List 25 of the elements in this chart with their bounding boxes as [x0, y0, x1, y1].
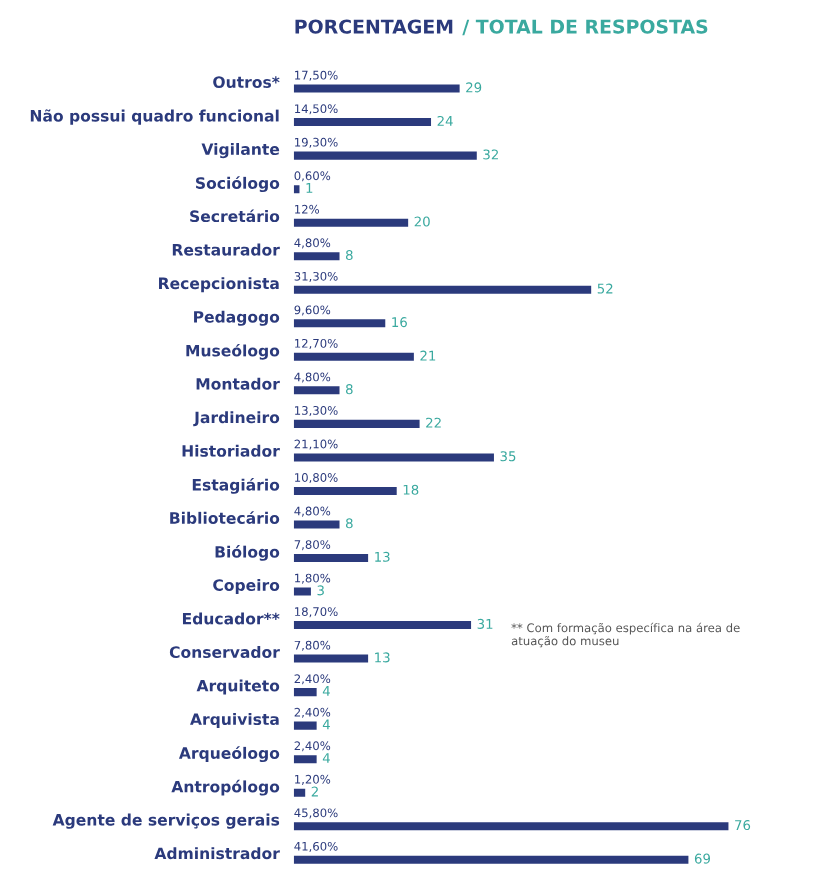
bar	[293, 285, 592, 294]
bar	[293, 855, 689, 864]
bar	[293, 721, 317, 730]
bar	[293, 621, 472, 630]
bar	[293, 84, 460, 93]
bar	[293, 486, 397, 495]
bar	[293, 352, 414, 361]
bar	[293, 453, 494, 462]
bar	[293, 151, 477, 160]
bar	[293, 118, 432, 127]
bar	[293, 587, 311, 596]
bar	[293, 654, 369, 663]
bar	[293, 788, 306, 797]
bar	[293, 822, 729, 831]
bar	[293, 553, 369, 563]
chart-subtitle: / TOTAL DE RESPOSTAS	[462, 19, 708, 36]
chart-title: PORCENTAGEM	[295, 19, 453, 34]
bar	[293, 218, 409, 227]
bar	[293, 755, 317, 764]
bar	[293, 688, 317, 697]
bar	[293, 386, 340, 395]
bar	[293, 319, 386, 328]
bar	[293, 252, 340, 261]
bar	[293, 520, 340, 529]
bar	[293, 419, 420, 428]
